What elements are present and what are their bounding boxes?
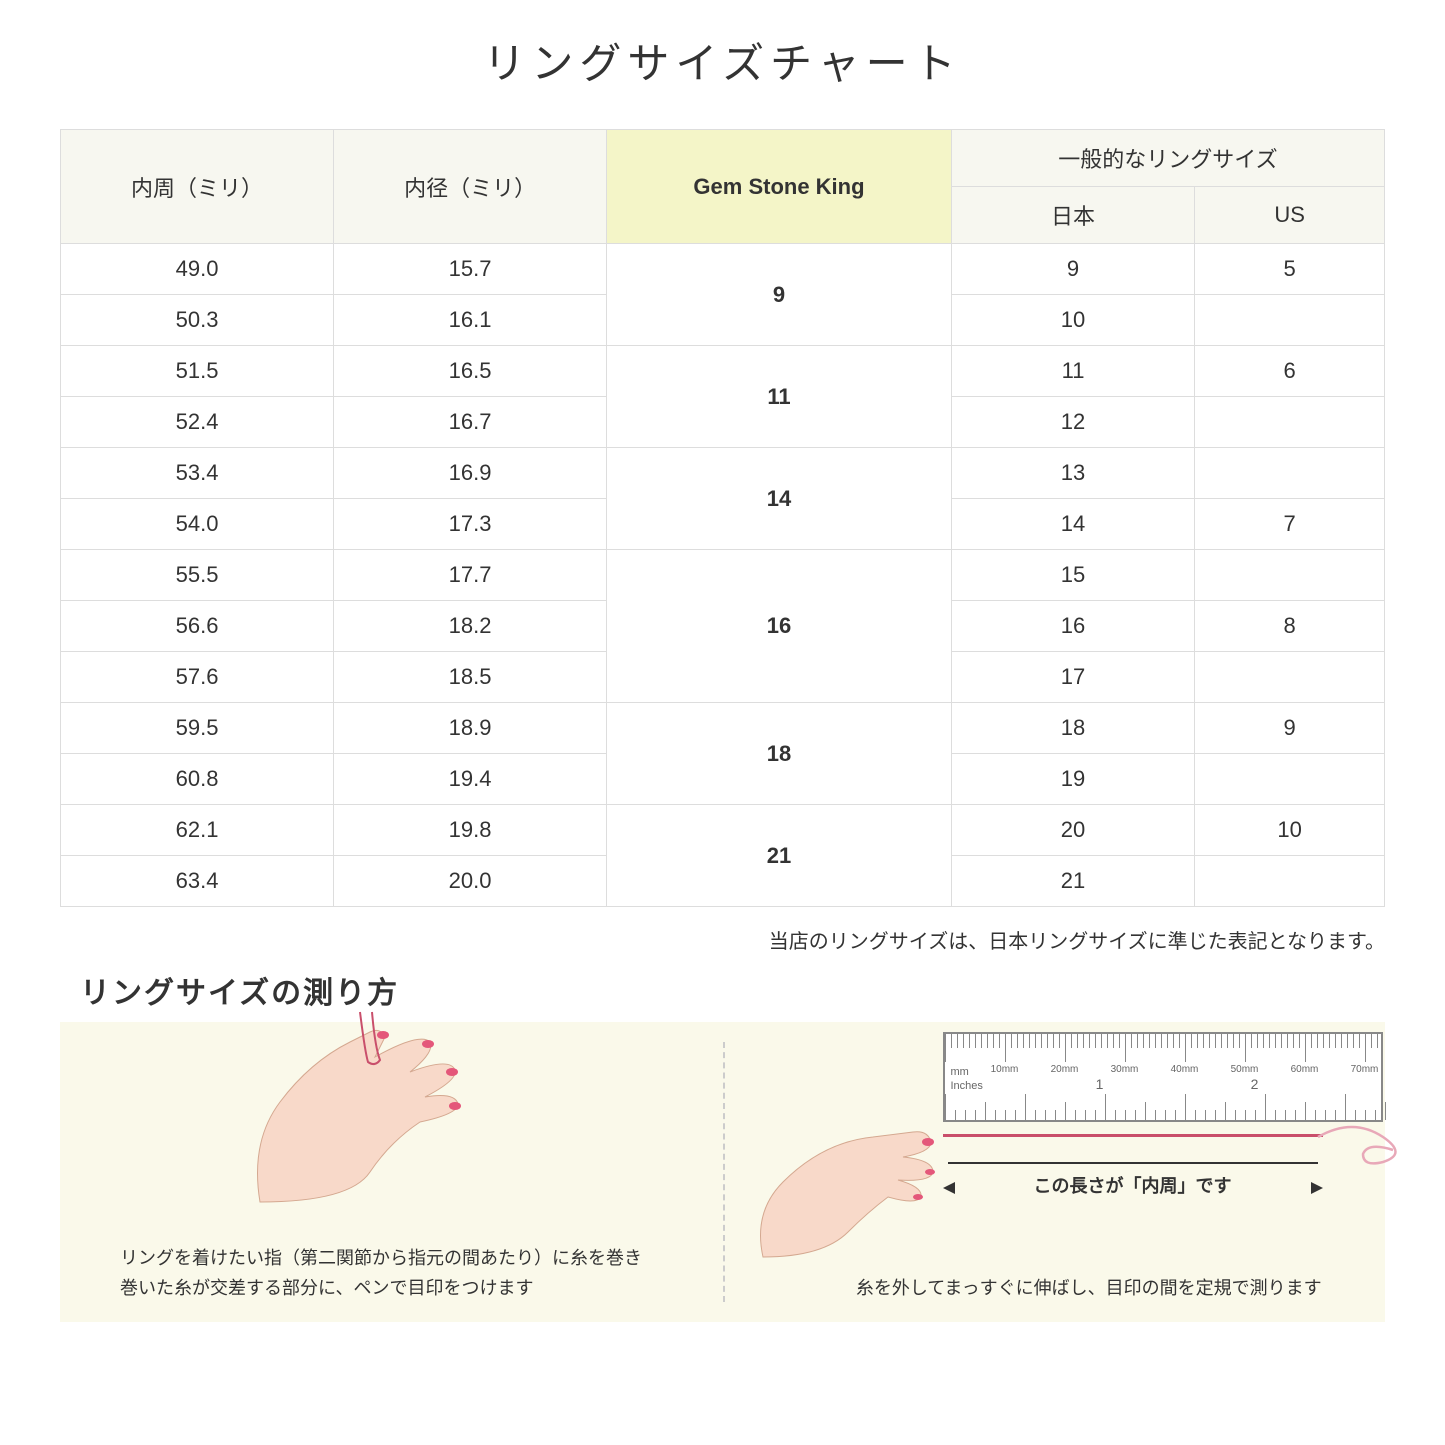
size-chart-table: 内周（ミリ） 内径（ミリ） Gem Stone King 一般的なリングサイズ … <box>60 129 1385 907</box>
cell-circumference: 59.5 <box>61 703 334 754</box>
cell-circumference: 51.5 <box>61 346 334 397</box>
cell-us: 9 <box>1195 703 1385 754</box>
col-japan: 日本 <box>951 187 1194 244</box>
cell-us <box>1195 652 1385 703</box>
cell-diameter: 17.3 <box>334 499 607 550</box>
table-row: 49.015.7995 <box>61 244 1385 295</box>
cell-us: 10 <box>1195 805 1385 856</box>
size-note: 当店のリングサイズは、日本リングサイズに準じた表記となります。 <box>60 925 1385 954</box>
cell-gsk: 9 <box>607 244 952 346</box>
cell-japan: 14 <box>951 499 1194 550</box>
cell-us <box>1195 754 1385 805</box>
cell-diameter: 18.9 <box>334 703 607 754</box>
cell-us: 8 <box>1195 601 1385 652</box>
cell-japan: 9 <box>951 244 1194 295</box>
cell-diameter: 16.5 <box>334 346 607 397</box>
cell-gsk: 16 <box>607 550 952 703</box>
thread-curl <box>1313 1112 1413 1172</box>
cell-circumference: 54.0 <box>61 499 334 550</box>
cell-circumference: 55.5 <box>61 550 334 601</box>
cell-japan: 21 <box>951 856 1194 907</box>
hand-wrap-illustration <box>220 1002 500 1222</box>
ruler-mm-label: mm <box>951 1066 969 1078</box>
cell-us <box>1195 856 1385 907</box>
cell-japan: 19 <box>951 754 1194 805</box>
step1-caption: リングを着けたい指（第二関節から指元の間あたり）に糸を巻き 巻いた糸が交差する部… <box>120 1243 693 1304</box>
cell-diameter: 17.7 <box>334 550 607 601</box>
cell-us <box>1195 397 1385 448</box>
howto-panel: リングを着けたい指（第二関節から指元の間あたり）に糸を巻き 巻いた糸が交差する部… <box>60 1022 1385 1322</box>
cell-diameter: 19.4 <box>334 754 607 805</box>
hand-measure-illustration <box>753 1102 953 1262</box>
cell-diameter: 16.7 <box>334 397 607 448</box>
cell-japan: 10 <box>951 295 1194 346</box>
cell-japan: 20 <box>951 805 1194 856</box>
cell-circumference: 52.4 <box>61 397 334 448</box>
cell-circumference: 62.1 <box>61 805 334 856</box>
cell-us <box>1195 550 1385 601</box>
table-row: 53.416.91413 <box>61 448 1385 499</box>
cell-circumference: 53.4 <box>61 448 334 499</box>
ruler-illustration: 10mm20mm30mm40mm50mm60mm70mm12 mm Inches <box>943 1032 1383 1122</box>
col-us: US <box>1195 187 1385 244</box>
cell-diameter: 19.8 <box>334 805 607 856</box>
cell-diameter: 16.9 <box>334 448 607 499</box>
step2-caption: 糸を外してまっすぐに伸ばし、目印の間を定規で測ります <box>823 1273 1356 1304</box>
measure-arrow-line <box>948 1162 1318 1164</box>
page-title: リングサイズチャート <box>60 30 1385 91</box>
cell-diameter: 16.1 <box>334 295 607 346</box>
howto-step-2: 10mm20mm30mm40mm50mm60mm70mm12 mm Inches… <box>723 1022 1386 1322</box>
cell-circumference: 56.6 <box>61 601 334 652</box>
cell-us: 6 <box>1195 346 1385 397</box>
cell-gsk: 21 <box>607 805 952 907</box>
cell-circumference: 50.3 <box>61 295 334 346</box>
table-row: 51.516.511116 <box>61 346 1385 397</box>
measure-arrow-label: この長さが「内周」です <box>953 1172 1313 1198</box>
thread-line <box>943 1134 1323 1137</box>
cell-japan: 11 <box>951 346 1194 397</box>
table-row: 59.518.918189 <box>61 703 1385 754</box>
howto-step-1: リングを着けたい指（第二関節から指元の間あたり）に糸を巻き 巻いた糸が交差する部… <box>60 1022 723 1322</box>
cell-us: 5 <box>1195 244 1385 295</box>
table-row: 62.119.8212010 <box>61 805 1385 856</box>
col-circumference: 内周（ミリ） <box>61 130 334 244</box>
cell-japan: 15 <box>951 550 1194 601</box>
cell-circumference: 49.0 <box>61 244 334 295</box>
cell-diameter: 15.7 <box>334 244 607 295</box>
cell-gsk: 14 <box>607 448 952 550</box>
cell-diameter: 18.5 <box>334 652 607 703</box>
cell-gsk: 11 <box>607 346 952 448</box>
cell-diameter: 18.2 <box>334 601 607 652</box>
col-general: 一般的なリングサイズ <box>951 130 1384 187</box>
cell-us: 7 <box>1195 499 1385 550</box>
cell-japan: 18 <box>951 703 1194 754</box>
col-gsk: Gem Stone King <box>607 130 952 244</box>
cell-japan: 12 <box>951 397 1194 448</box>
ruler-inches-label: Inches <box>951 1080 983 1092</box>
col-diameter: 内径（ミリ） <box>334 130 607 244</box>
cell-japan: 16 <box>951 601 1194 652</box>
cell-circumference: 63.4 <box>61 856 334 907</box>
cell-us <box>1195 448 1385 499</box>
cell-diameter: 20.0 <box>334 856 607 907</box>
cell-japan: 17 <box>951 652 1194 703</box>
cell-circumference: 60.8 <box>61 754 334 805</box>
cell-japan: 13 <box>951 448 1194 499</box>
table-row: 55.517.71615 <box>61 550 1385 601</box>
cell-circumference: 57.6 <box>61 652 334 703</box>
cell-us <box>1195 295 1385 346</box>
cell-gsk: 18 <box>607 703 952 805</box>
